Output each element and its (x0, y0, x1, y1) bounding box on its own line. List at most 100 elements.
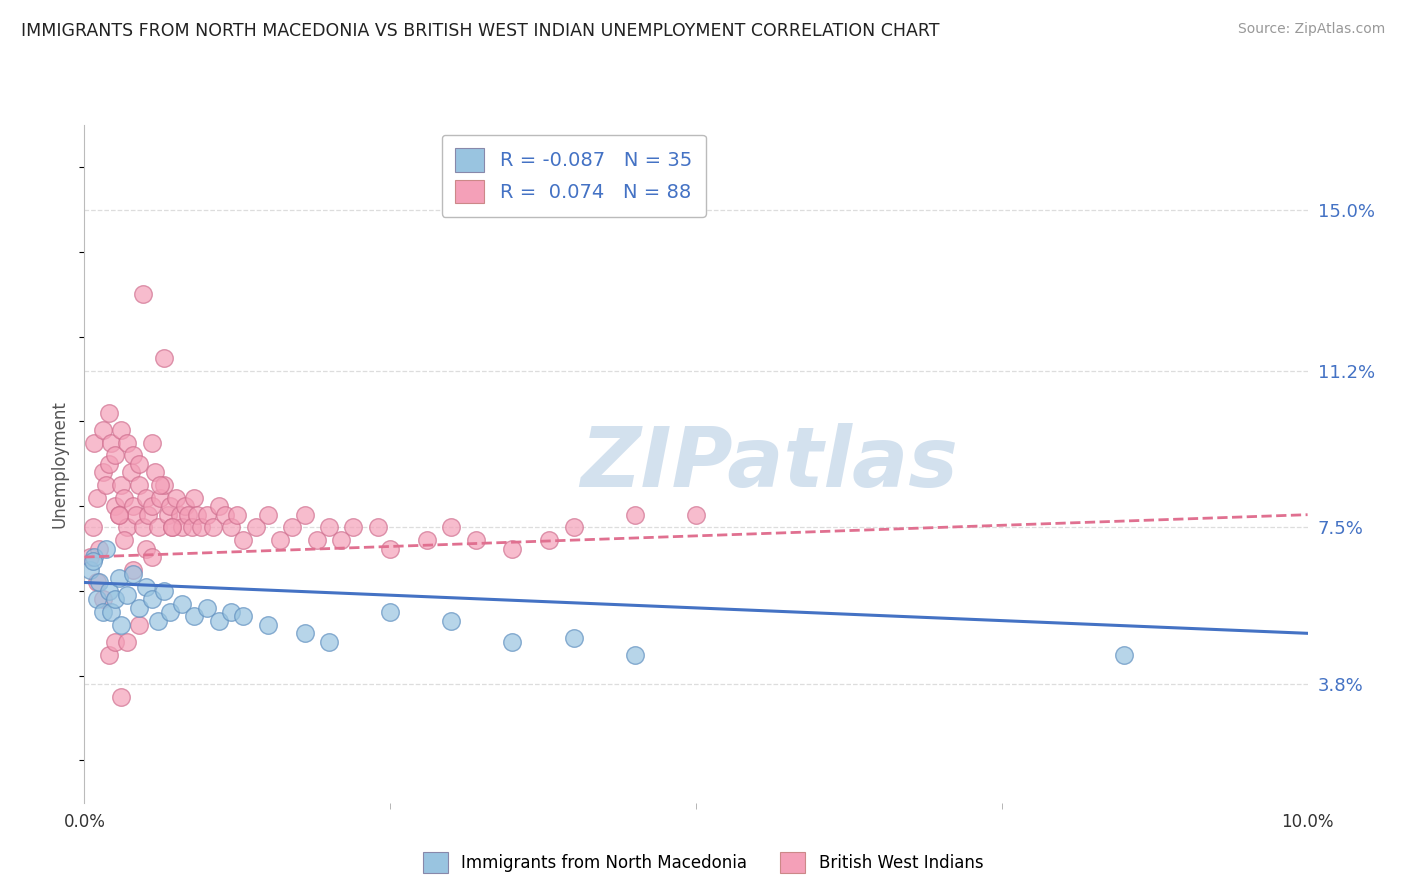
Point (159, 605, 181, 619)
Point (257, 617, 280, 632)
Point (165, 491, 187, 505)
Point (110, 617, 132, 632)
Point (177, 508, 200, 522)
Point (136, 508, 159, 522)
Point (305, 533, 328, 547)
Point (86, 575, 108, 590)
Point (172, 520, 194, 534)
Point (86, 592, 108, 607)
Point (624, 648, 647, 662)
Point (183, 491, 205, 505)
Point (232, 533, 254, 547)
Point (294, 508, 316, 522)
Point (342, 520, 364, 534)
Point (201, 520, 224, 534)
Point (294, 626, 316, 640)
Point (502, 635, 524, 649)
Point (97, 584, 120, 599)
Point (195, 508, 218, 522)
Point (112, 491, 135, 505)
Legend: R = -0.087   N = 35, R =  0.074   N = 88: R = -0.087 N = 35, R = 0.074 N = 88 (441, 135, 706, 217)
Point (115, 635, 138, 649)
Point (141, 435, 163, 450)
Point (132, 287, 155, 301)
Point (132, 520, 155, 534)
Point (380, 541, 402, 556)
Point (110, 478, 132, 492)
Text: Source: ZipAtlas.com: Source: ZipAtlas.com (1237, 22, 1385, 37)
Point (91, 605, 114, 619)
Point (153, 584, 176, 599)
Point (104, 500, 127, 514)
Point (153, 351, 176, 365)
Text: IMMIGRANTS FROM NORTH MACEDONIA VS BRITISH WEST INDIAN UNEMPLOYMENT CORRELATION : IMMIGRANTS FROM NORTH MACEDONIA VS BRITI… (21, 22, 939, 40)
Point (135, 541, 157, 556)
Point (464, 533, 486, 547)
Point (380, 605, 402, 619)
Legend: Immigrants from North Macedonia, British West Indians: Immigrants from North Macedonia, British… (416, 846, 990, 880)
Point (135, 491, 157, 505)
Point (172, 597, 194, 611)
Point (83, 549, 105, 565)
Point (82, 520, 104, 534)
Point (562, 631, 585, 645)
Point (91, 592, 114, 607)
Point (162, 520, 184, 534)
Point (83, 435, 105, 450)
Point (104, 635, 127, 649)
Point (141, 592, 163, 607)
Point (1114, 648, 1136, 662)
Point (173, 500, 195, 514)
Point (115, 435, 138, 450)
Point (685, 508, 707, 522)
Point (79, 549, 101, 565)
Point (120, 466, 142, 480)
Point (128, 617, 150, 632)
Point (440, 614, 463, 628)
Point (440, 520, 463, 534)
Point (214, 508, 236, 522)
Point (104, 449, 127, 463)
Point (257, 508, 280, 522)
Point (107, 508, 129, 522)
Point (128, 457, 150, 471)
Point (538, 533, 561, 547)
Point (208, 614, 231, 628)
Point (96, 478, 118, 492)
Point (79, 563, 101, 577)
Point (112, 533, 135, 547)
Point (149, 491, 172, 505)
Point (97, 406, 120, 420)
Point (91, 466, 114, 480)
Point (562, 520, 585, 534)
Point (122, 500, 145, 514)
Point (104, 592, 127, 607)
Point (162, 520, 184, 534)
Point (100, 435, 122, 450)
Point (87, 541, 110, 556)
Point (141, 500, 163, 514)
Point (159, 500, 181, 514)
Point (245, 520, 267, 534)
Point (87, 575, 110, 590)
Point (143, 466, 166, 480)
Point (122, 563, 145, 577)
Point (107, 571, 129, 585)
Point (128, 478, 150, 492)
Point (186, 508, 208, 522)
Point (190, 520, 212, 534)
Point (107, 508, 129, 522)
Text: ZIPatlas: ZIPatlas (581, 424, 959, 504)
Point (416, 533, 439, 547)
Y-axis label: Unemployment: Unemployment (51, 400, 69, 528)
Point (156, 508, 179, 522)
Point (115, 520, 138, 534)
Point (183, 609, 205, 624)
Point (96, 541, 118, 556)
Point (153, 478, 176, 492)
Point (330, 533, 353, 547)
Point (115, 588, 138, 602)
Point (226, 508, 249, 522)
Point (135, 580, 157, 594)
Point (91, 423, 114, 437)
